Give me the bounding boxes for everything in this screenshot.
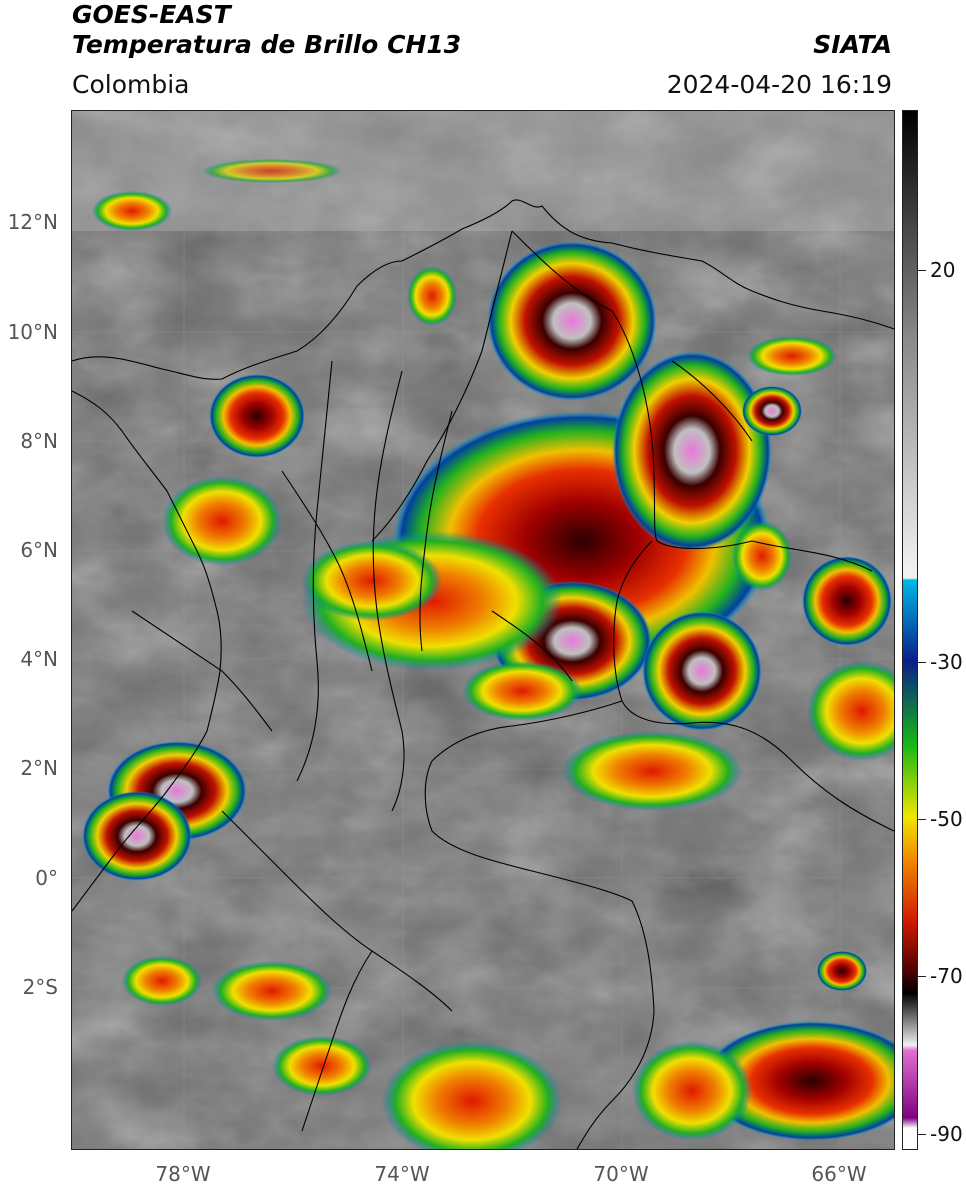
colorbar-tick [918, 819, 926, 820]
colorbar-tick [918, 662, 926, 663]
colorbar-tick [918, 270, 926, 271]
timestamp-label: 2024-04-20 16:19 [666, 70, 892, 99]
lat-label: 2°S [22, 975, 58, 999]
product-title: Temperatura de Brillo CH13 [72, 30, 462, 59]
lat-label: 8°N [20, 429, 58, 453]
satellite-map[interactable] [71, 110, 895, 1150]
brand-label: SIATA [813, 30, 892, 59]
lat-label: 2°N [20, 756, 58, 780]
colorbar-label: -30 [930, 650, 963, 674]
colorbar-tick [918, 976, 926, 977]
brightness-temperature-image [72, 111, 894, 1149]
lat-label: 10°N [7, 320, 58, 344]
lat-label: 6°N [20, 538, 58, 562]
lon-label: 70°W [593, 1162, 649, 1186]
satellite-title: GOES-EAST [72, 0, 231, 29]
colorbar-label: -70 [930, 964, 963, 988]
lat-label: 4°N [20, 647, 58, 671]
colorbar-label: 20 [930, 258, 956, 282]
region-label: Colombia [72, 70, 190, 99]
lon-label: 78°W [155, 1162, 211, 1186]
temperature-colorbar [902, 110, 918, 1150]
lon-label: 66°W [811, 1162, 867, 1186]
colorbar-label: -50 [930, 807, 963, 831]
colorbar-label: -90 [930, 1122, 963, 1146]
colorbar-tick [918, 1134, 926, 1135]
lon-label: 74°W [374, 1162, 430, 1186]
lat-label: 12°N [7, 210, 58, 234]
lat-label: 0° [35, 866, 58, 890]
